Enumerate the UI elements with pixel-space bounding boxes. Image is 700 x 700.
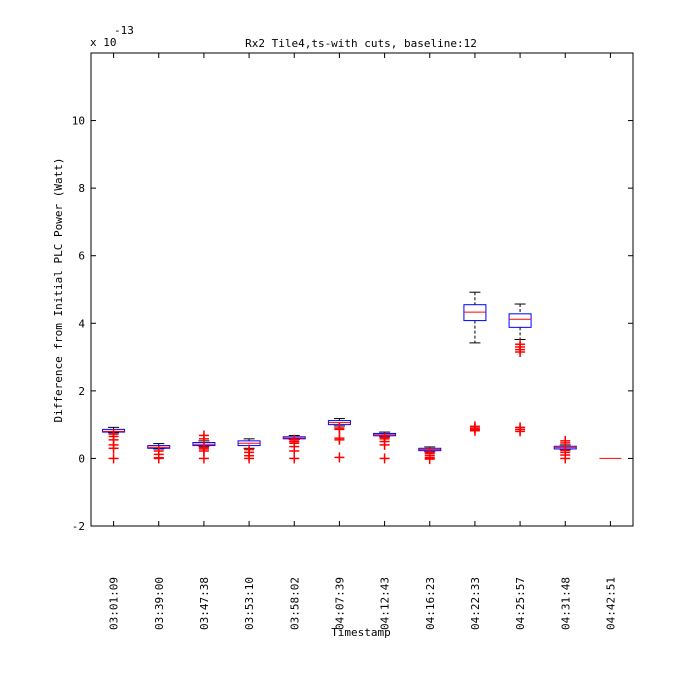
box-body <box>463 304 487 322</box>
x-tick-label: 04:31:48 <box>559 577 572 630</box>
x-axis-ticks: 03:01:09 03:39:00 03:47:38 03:53:10 03:58:02… <box>108 53 617 630</box>
outlier-marker <box>424 454 435 465</box>
box-1 <box>147 443 171 464</box>
outlier-marker <box>289 453 300 464</box>
box-7 <box>418 446 442 465</box>
box-2 <box>192 430 216 464</box>
box-8 <box>463 291 487 436</box>
x-tick-label: 04:22:33 <box>469 577 482 630</box>
box-10 <box>553 435 577 464</box>
x-axis-label: Timestamp <box>331 626 391 639</box>
x-tick-label: 03:47:38 <box>198 577 211 630</box>
outlier-marker <box>244 453 255 464</box>
exponent-power-label: -13 <box>114 24 134 37</box>
x-tick-label: 04:42:51 <box>604 577 617 630</box>
box-5 <box>327 418 351 463</box>
y-axis-ticks: -2 0 2 4 6 8 10 <box>72 115 633 533</box>
outlier-marker <box>198 453 209 464</box>
plot-marks <box>102 291 622 465</box>
y-tick-label: 8 <box>78 182 85 195</box>
y-axis-label: Difference from Initial PLC Power (Watt) <box>52 158 65 423</box>
box-6 <box>373 431 397 464</box>
box-0 <box>102 426 126 464</box>
box-4 <box>282 434 306 464</box>
y-tick-label: -2 <box>72 520 85 533</box>
outlier-marker <box>153 453 164 464</box>
x-tick-label: 04:16:23 <box>424 577 437 630</box>
outlier-marker <box>108 443 119 454</box>
outlier-marker <box>515 347 526 358</box>
x-tick-label: 04:07:39 <box>333 577 346 630</box>
x-tick-label: 03:39:00 <box>153 577 166 630</box>
outlier-marker <box>560 453 571 464</box>
x-tick-label: 03:01:09 <box>108 577 121 630</box>
outlier-marker <box>515 426 526 437</box>
x-tick-label: 04:12:43 <box>379 577 392 630</box>
x-tick-label: 03:53:10 <box>243 577 256 630</box>
y-tick-label: 10 <box>72 115 85 128</box>
outlier-marker <box>334 424 345 435</box>
outlier-marker <box>469 425 480 436</box>
y-tick-label: 2 <box>78 385 85 398</box>
outlier-marker <box>108 453 119 464</box>
outlier-marker <box>198 433 209 444</box>
outlier-marker <box>379 439 390 450</box>
outlier-marker <box>334 434 345 445</box>
box-body <box>508 313 532 328</box>
box-9 <box>508 303 532 437</box>
exponent-label: x 10 <box>90 36 117 49</box>
y-tick-label: 4 <box>78 317 85 330</box>
box-3 <box>237 438 261 464</box>
chart-title: Rx2 Tile4,ts-with cuts, baseline:12 <box>245 37 477 50</box>
plot-frame <box>90 52 634 527</box>
y-tick-label: 6 <box>78 250 85 263</box>
outlier-marker <box>334 452 345 463</box>
x-tick-label: 03:58:02 <box>288 577 301 630</box>
x-tick-label: 04:25:57 <box>514 577 527 630</box>
y-tick-label: 0 <box>78 452 85 465</box>
outlier-marker <box>379 453 390 464</box>
